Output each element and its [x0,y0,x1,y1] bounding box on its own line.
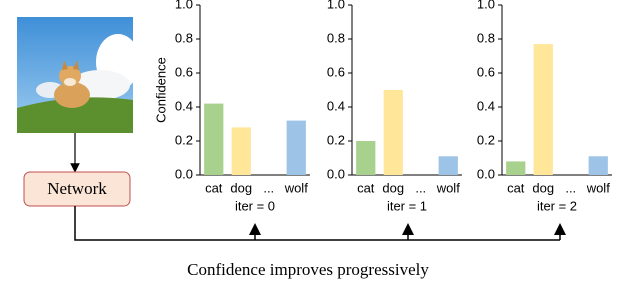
y-tick-label: 0.6 [477,64,495,79]
bar [231,127,251,175]
x-tick-label: cat [357,180,375,195]
bar [588,156,608,175]
bar [286,120,306,175]
y-tick-label: 0.8 [175,30,193,45]
y-tick-label: 1.0 [477,0,495,11]
y-tick-label: 0.6 [175,64,193,79]
bar [506,161,526,175]
input-image [17,17,140,133]
x-tick-label: wolf [586,180,611,195]
x-tick-label: ... [415,180,426,195]
x-tick-label: wolf [284,180,309,195]
y-tick-label: 0.2 [327,132,345,147]
bar [356,141,376,175]
x-axis-label: iter = 2 [537,198,577,213]
x-tick-label: cat [205,180,223,195]
y-tick-label: 0.6 [327,64,345,79]
y-tick-label: 1.0 [327,0,345,11]
bar [533,44,553,175]
x-tick-label: dog [382,180,404,195]
x-tick-label: ... [263,180,274,195]
y-tick-label: 0.8 [327,30,345,45]
y-tick-label: 0.4 [175,98,193,113]
network-label: Network [47,179,107,198]
y-tick-label: 0.4 [327,98,345,113]
y-tick-label: 0.0 [477,166,495,181]
x-tick-label: cat [507,180,525,195]
bar [438,156,458,175]
bar [204,103,224,175]
x-tick-label: dog [230,180,252,195]
y-tick-label: 1.0 [175,0,193,11]
caption: Confidence improves progressively [187,260,429,279]
y-axis-label: Confidence [153,57,168,123]
network-box [23,171,131,207]
x-axis-label: iter = 0 [235,198,275,213]
y-tick-label: 0.4 [477,98,495,113]
y-tick-label: 0.0 [327,166,345,181]
bar [383,90,403,175]
y-tick-label: 0.2 [175,132,193,147]
x-tick-label: dog [532,180,554,195]
y-tick-label: 0.0 [175,166,193,181]
feedback-line [74,206,560,241]
x-axis-label: iter = 1 [387,198,427,213]
y-tick-label: 0.8 [477,30,495,45]
y-tick-label: 0.2 [477,132,495,147]
x-tick-label: wolf [436,180,461,195]
x-tick-label: ... [565,180,576,195]
